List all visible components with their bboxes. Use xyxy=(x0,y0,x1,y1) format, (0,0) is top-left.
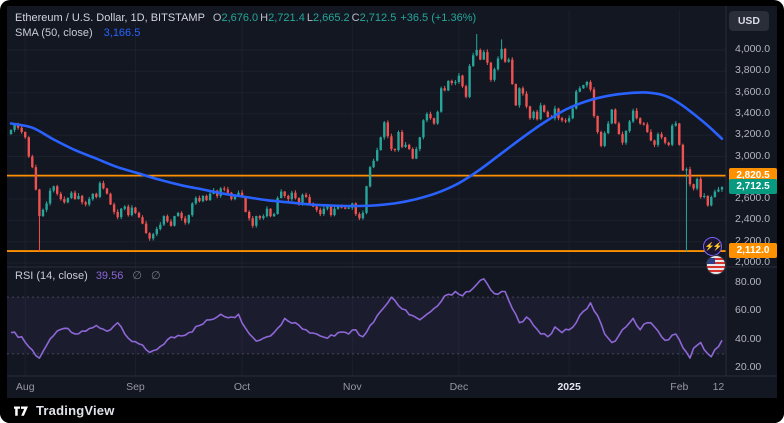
attribution-bar: TradingView xyxy=(0,398,784,423)
symbol-title: Ethereum / U.S. Dollar, 1D, BITSTAMP xyxy=(15,12,205,24)
ohlc-value: 2,665.2 xyxy=(312,12,350,24)
ohlc-key: C xyxy=(351,12,360,24)
price-change: +36.5 (+1.36%) xyxy=(400,12,477,24)
ohlc-values: O2,676.0 H2,721.4 L2,665.2 C2,712.5 +36.5 (+… xyxy=(211,11,476,26)
rsi-hidden-plots: ∅ ∅ xyxy=(132,270,164,282)
time-tick-label: 12 xyxy=(712,381,725,393)
time-tick-label: 2025 xyxy=(557,381,581,393)
rsi-legend[interactable]: RSI (14, close) 39.56 ∅ ∅ xyxy=(15,269,164,282)
sma-indicator-label: SMA (50, close) xyxy=(15,27,93,39)
tradingview-chart: Ethereum / U.S. Dollar, 1D, BITSTAMP O2,… xyxy=(7,6,777,398)
rsi-tick-label: 40.00 xyxy=(735,332,762,345)
ohlc-key: O xyxy=(212,12,222,24)
time-tick-label: Aug xyxy=(15,381,35,393)
tradingview-brand-text[interactable]: TradingView xyxy=(36,403,115,418)
time-tick-label: Nov xyxy=(342,381,362,393)
price-line-badge[interactable]: 2,820.5 xyxy=(729,167,777,183)
price-tick-label: 2,400.0 xyxy=(735,213,771,226)
price-tick-label: 3,600.0 xyxy=(735,85,771,98)
time-tick-label: Feb xyxy=(670,381,689,393)
price-tick-label: 3,000.0 xyxy=(735,149,771,162)
time-tick-label: Oct xyxy=(233,381,251,393)
price-line-badge[interactable]: 2,112.0 xyxy=(729,243,777,259)
rsi-tick-label: 60.00 xyxy=(735,304,762,317)
ohlc-value: 2,712.5 xyxy=(359,12,397,24)
flag-canton xyxy=(707,258,715,264)
price-tick-label: 2,600.0 xyxy=(735,192,771,205)
ohlc-value: 2,721.4 xyxy=(268,12,305,24)
rsi-indicator-label: RSI (14, close) xyxy=(15,270,88,282)
price-tick-label: 3,200.0 xyxy=(735,128,771,141)
rsi-indicator-value: 39.56 xyxy=(95,270,124,282)
symbol-legend[interactable]: Ethereum / U.S. Dollar, 1D, BITSTAMP O2,… xyxy=(15,11,476,41)
lightning-marker-icon[interactable]: ⚡⚡ xyxy=(703,237,722,256)
sma-indicator-value: 3,166.5 xyxy=(103,27,141,39)
ohlc-key: H xyxy=(260,12,269,24)
chart-canvas[interactable] xyxy=(7,6,777,398)
time-tick-label: Dec xyxy=(449,381,469,393)
price-tick-label: 3,400.0 xyxy=(735,106,771,119)
time-tick-label: Sep xyxy=(126,381,145,393)
price-tick-label: 4,000.0 xyxy=(735,43,771,55)
rsi-tick-label: 80.00 xyxy=(735,276,762,288)
currency-toggle-button[interactable]: USD xyxy=(728,11,769,31)
ohlc-key: L xyxy=(306,12,313,24)
rsi-tick-label: 20.00 xyxy=(735,361,762,373)
ohlc-value: 2,676.0 xyxy=(221,12,259,24)
price-tick-label: 3,800.0 xyxy=(735,64,771,77)
flag-emoji-marker-icon[interactable] xyxy=(706,255,726,275)
tradingview-logo-icon[interactable] xyxy=(13,403,29,419)
price-tick-label: 2,000.0 xyxy=(735,256,771,268)
price-last-value-badge: 2,712.5 xyxy=(729,179,777,195)
